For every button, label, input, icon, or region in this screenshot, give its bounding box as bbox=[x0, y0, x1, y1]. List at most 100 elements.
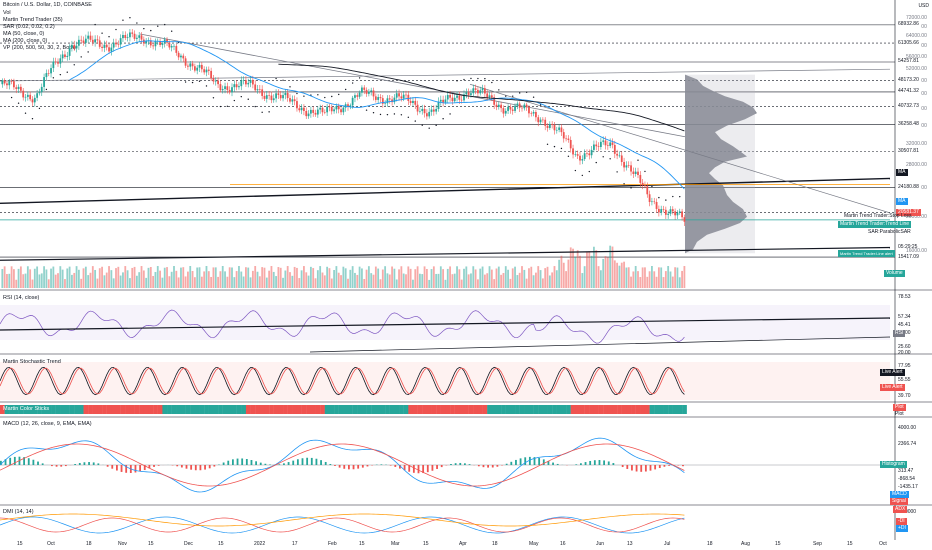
price-tick: 72000.00 bbox=[906, 15, 927, 22]
volume-bar bbox=[435, 273, 438, 288]
candle-body bbox=[467, 92, 470, 95]
sar-dot bbox=[331, 95, 333, 98]
color-stick bbox=[92, 405, 98, 414]
sar-dot bbox=[122, 19, 124, 21]
sar-dot bbox=[129, 16, 131, 19]
sar-dot bbox=[157, 25, 159, 27]
candle-body bbox=[544, 119, 547, 126]
volume-bar bbox=[296, 267, 298, 288]
price-tick: 20000.00 bbox=[906, 213, 927, 220]
sar-dot bbox=[52, 77, 55, 79]
color-stick bbox=[106, 405, 112, 414]
color-stick bbox=[575, 405, 581, 414]
candle-body bbox=[507, 106, 509, 111]
volume-bar bbox=[142, 270, 145, 288]
candle-body bbox=[189, 63, 192, 67]
sar-dot bbox=[428, 127, 430, 129]
price-tick: 28000.00 bbox=[906, 161, 927, 168]
sar-dot bbox=[94, 23, 96, 26]
macd-histogram-bar bbox=[190, 465, 193, 470]
candle-body bbox=[22, 90, 25, 98]
candle-body bbox=[627, 165, 630, 166]
color-stick bbox=[380, 405, 386, 414]
ma-tag: MA bbox=[896, 169, 908, 176]
color-stick bbox=[357, 405, 363, 414]
candle-body bbox=[105, 44, 108, 48]
candle-body bbox=[356, 95, 359, 97]
volume-profile bbox=[685, 74, 757, 254]
volume-bar bbox=[576, 250, 579, 288]
macd-histogram-bar bbox=[352, 465, 355, 470]
color-stick bbox=[157, 405, 163, 414]
volume-bar bbox=[291, 275, 294, 288]
candle-body bbox=[488, 95, 491, 98]
pane-level-label: 20.00 bbox=[898, 350, 911, 356]
candle-body bbox=[379, 97, 382, 99]
color-stick bbox=[519, 405, 525, 414]
volume-bar bbox=[251, 270, 254, 288]
macd-histogram-bar bbox=[580, 463, 582, 465]
sar-dot bbox=[616, 171, 618, 173]
color-stick bbox=[255, 405, 260, 414]
signal-line bbox=[0, 443, 685, 487]
candle-body bbox=[599, 141, 602, 147]
color-stick bbox=[102, 405, 107, 414]
candle-body bbox=[73, 44, 76, 49]
candle-body bbox=[33, 97, 36, 103]
volume-bar bbox=[504, 266, 507, 288]
macd-histogram-bar bbox=[654, 465, 657, 470]
sar-dot bbox=[296, 92, 298, 95]
macd-histogram-bar bbox=[259, 462, 262, 465]
candle-body bbox=[504, 110, 507, 114]
sar-dot bbox=[66, 71, 68, 73]
volume-bar bbox=[458, 269, 461, 288]
volume-bar bbox=[289, 272, 291, 288]
time-label: Oct bbox=[879, 541, 887, 547]
color-stick bbox=[162, 405, 168, 414]
candle-body bbox=[173, 45, 175, 47]
sar-dot bbox=[324, 96, 326, 99]
volume-bar bbox=[416, 266, 419, 288]
color-stick bbox=[426, 405, 432, 414]
color-stick bbox=[533, 405, 539, 414]
parabolic-tag: SAR:ParabolicSAR bbox=[868, 229, 911, 235]
color-stick bbox=[97, 405, 103, 414]
macd-histogram-bar bbox=[496, 465, 499, 467]
volume-bar bbox=[671, 276, 674, 288]
candle-body bbox=[460, 99, 463, 101]
candle-body bbox=[365, 89, 368, 94]
candle-body bbox=[657, 208, 660, 213]
sar-dot bbox=[623, 183, 625, 185]
macd-histogram-bar bbox=[454, 463, 457, 465]
color-stick bbox=[171, 405, 177, 414]
candle-body bbox=[562, 132, 565, 139]
candle-body bbox=[595, 144, 598, 147]
color-stick bbox=[663, 405, 669, 414]
candle-body bbox=[637, 171, 639, 176]
candle-body bbox=[618, 155, 621, 157]
color-stick bbox=[593, 405, 599, 414]
candle-body bbox=[112, 42, 115, 48]
volume-bar bbox=[528, 268, 530, 288]
candle-body bbox=[284, 92, 287, 96]
candle-body bbox=[611, 142, 614, 145]
color-stick bbox=[273, 405, 279, 414]
color-stick bbox=[78, 405, 84, 414]
volume-bar bbox=[625, 267, 628, 288]
candle-body bbox=[314, 112, 317, 115]
candle-body bbox=[184, 58, 187, 66]
volume-bar bbox=[388, 274, 391, 288]
candle-body bbox=[235, 84, 238, 88]
volume-bar bbox=[168, 276, 171, 288]
color-stick bbox=[491, 405, 497, 414]
volume-bar bbox=[391, 266, 393, 288]
sar-dot bbox=[261, 111, 263, 113]
candle-body bbox=[293, 99, 296, 102]
candle-body bbox=[203, 69, 206, 73]
volume-bar bbox=[356, 274, 359, 288]
candle-body bbox=[386, 98, 389, 104]
macd-tag: MACD bbox=[890, 491, 909, 498]
candle-body bbox=[425, 113, 428, 117]
candle-body bbox=[82, 40, 85, 43]
